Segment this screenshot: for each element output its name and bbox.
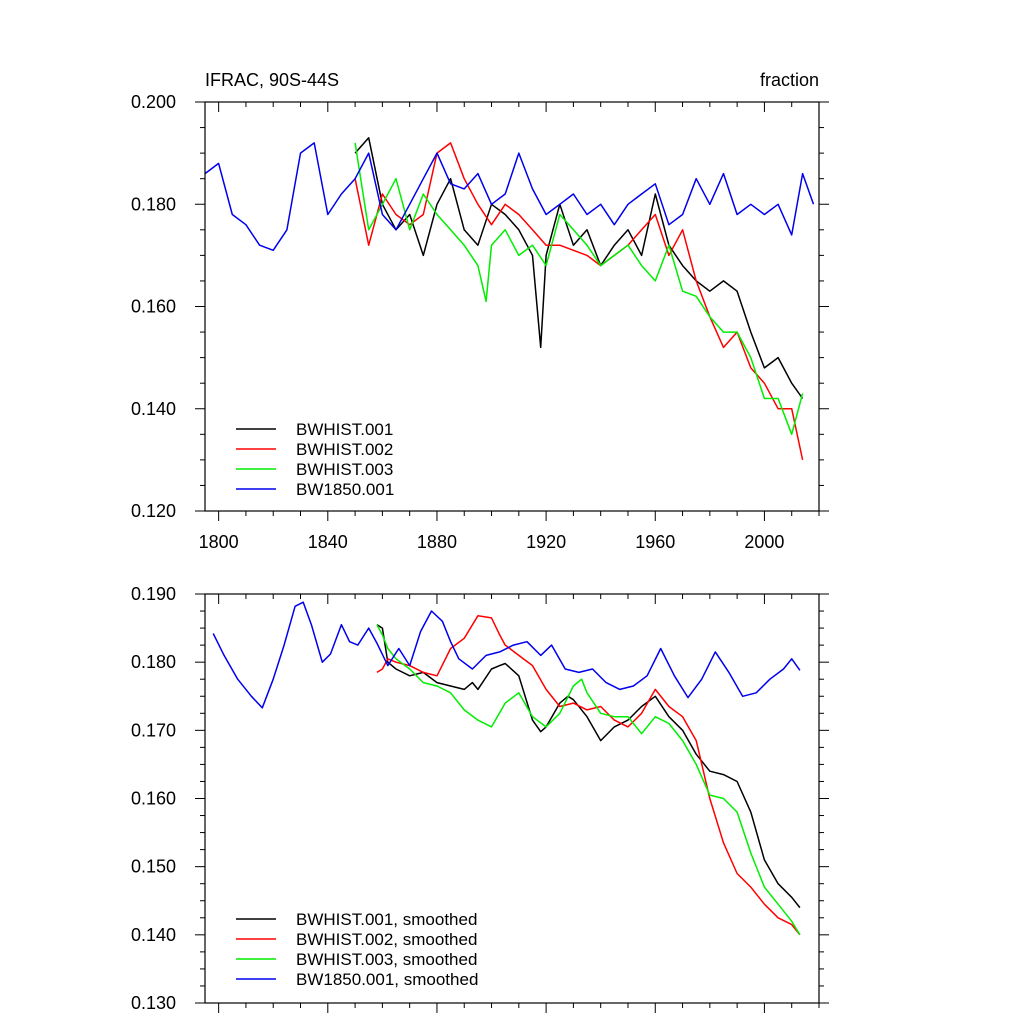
y-tick-label: 0.160 <box>131 789 176 809</box>
x-tick-label: 1880 <box>417 532 457 552</box>
y-tick-label: 0.130 <box>131 993 176 1013</box>
x-tick-label: 1840 <box>308 532 348 552</box>
top-panel: IFRAC, 90S-44S fraction 1800 1840 1880 1920… <box>131 70 829 552</box>
series-line-0 <box>354 137 804 399</box>
series-line-2 <box>354 142 804 436</box>
top-panel-ticks: 1800 1840 1880 1920 1960 2000 0.120 0.140 0.160 0… <box>131 92 829 552</box>
series-line-2 <box>376 624 801 936</box>
y-tick-label: 0.160 <box>131 297 176 317</box>
bottom-panel: 0.130 0.140 0.150 0.160 0.170 0.180 0.190 BWHI… <box>131 584 829 1013</box>
y-tick-label: 0.180 <box>131 652 176 672</box>
x-tick-label: 1800 <box>199 532 239 552</box>
series-line-1 <box>376 615 801 936</box>
title-left: IFRAC, 90S-44S <box>205 70 339 90</box>
legend-label: BWHIST.003, smoothed <box>296 950 477 969</box>
x-tick-label: 2000 <box>744 532 784 552</box>
bottom-panel-frame <box>204 593 820 1004</box>
y-tick-label: 0.120 <box>131 501 176 521</box>
legend-label: BWHIST.001, smoothed <box>296 910 477 929</box>
y-tick-label: 0.190 <box>131 584 176 604</box>
legend-label: BW1850.001 <box>296 480 394 499</box>
legend-label: BWHIST.002, smoothed <box>296 930 477 949</box>
y-tick-label: 0.200 <box>131 92 176 112</box>
series-line-0 <box>376 624 801 909</box>
legend-label: BW1850.001, smoothed <box>296 970 478 989</box>
bottom-panel-series <box>212 601 801 936</box>
legend-label: BWHIST.002 <box>296 440 393 459</box>
title-right: fraction <box>760 70 819 90</box>
x-tick-label: 1960 <box>635 532 675 552</box>
x-tick-label: 1920 <box>526 532 566 552</box>
series-line-3 <box>212 601 801 709</box>
series-line-3 <box>204 142 815 252</box>
series-line-1 <box>354 142 804 461</box>
y-tick-label: 0.140 <box>131 399 176 419</box>
legend-label: BWHIST.001 <box>296 420 393 439</box>
y-tick-label: 0.180 <box>131 194 176 214</box>
legend-label: BWHIST.003 <box>296 460 393 479</box>
top-panel-frame <box>204 101 820 512</box>
top-panel-series <box>204 137 815 461</box>
y-tick-label: 0.170 <box>131 720 176 740</box>
y-tick-label: 0.150 <box>131 857 176 877</box>
bottom-panel-ticks: 0.130 0.140 0.150 0.160 0.170 0.180 0.190 <box>131 584 829 1013</box>
y-tick-label: 0.140 <box>131 925 176 945</box>
